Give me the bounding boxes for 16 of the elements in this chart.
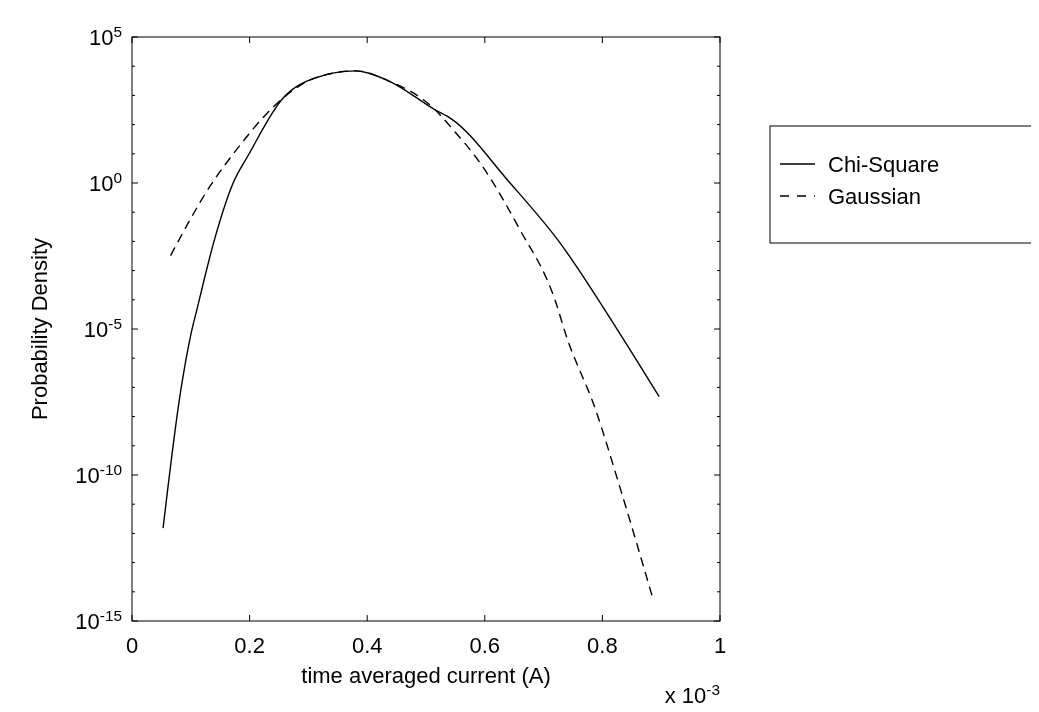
y-tick-label: 10$^{-10}$ — [75, 460, 122, 488]
text: x 10$^{-3}$ — [664, 680, 720, 708]
y-tick-label: 10$^{5}$ — [88, 22, 122, 50]
x-tick-label: 0.4 — [351, 633, 383, 658]
legend-label: Gaussian — [828, 184, 921, 209]
x-tick-label: 0.2 — [234, 633, 265, 658]
y-tick-label: 10$^{-5}$ — [83, 314, 122, 342]
x-tick-label: 0 — [125, 633, 139, 658]
y-tick-label: 10$^{0}$ — [88, 168, 122, 196]
x-tick-label: 0.8 — [587, 633, 618, 658]
y-tick-label: 10$^{-15}$ — [75, 606, 122, 634]
x-tick-label: 0.6 — [469, 633, 501, 658]
legend-label: Chi-Square — [828, 152, 940, 177]
x-axis-title: time averaged current (A) — [301, 663, 551, 688]
y-axis-title: Probability Density — [27, 237, 52, 421]
x-tick-label: 1 — [713, 633, 727, 658]
